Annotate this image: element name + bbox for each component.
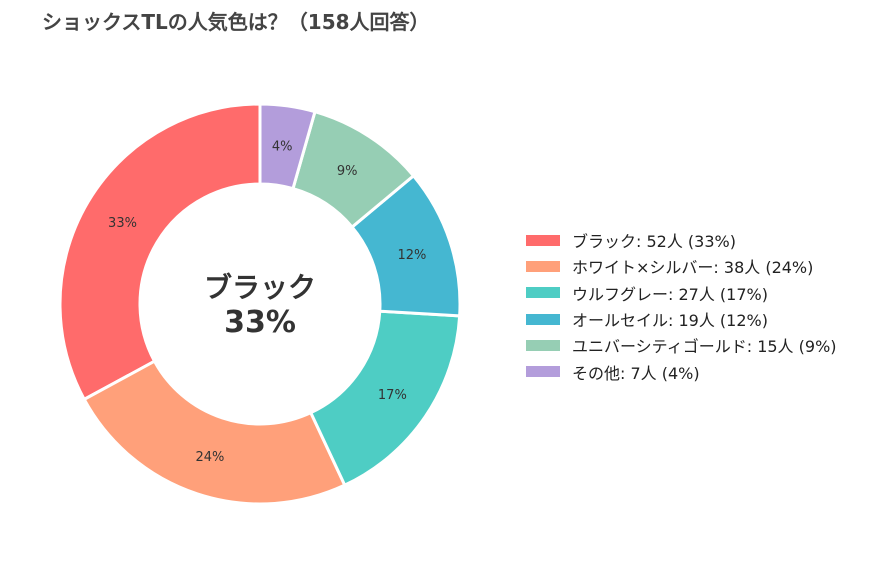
legend-swatch — [526, 313, 560, 325]
legend-label: その他: 7人 (4%) — [572, 363, 700, 383]
legend-label: ブラック: 52人 (33%) — [572, 232, 736, 252]
donut-slices — [58, 102, 462, 506]
legend: ブラック: 52人 (33%) ホワイト×シルバー: 38人 (24%) ウルフグレ… — [526, 227, 837, 385]
legend-item-2: ホワイト×シルバー: 38人 (24%) — [526, 253, 837, 279]
legend-label: オールセイル: 19人 (12%) — [572, 311, 768, 331]
slice-label-4: 12% — [398, 248, 427, 263]
donut-chart: 33% 24% 17% 12% 9% 4% ブラック 33% — [58, 102, 462, 506]
legend-swatch — [526, 366, 560, 378]
center-label-name: ブラック — [204, 271, 316, 304]
legend-item-1: ブラック: 52人 (33%) — [526, 227, 837, 253]
slice-label-1: 33% — [108, 216, 137, 231]
legend-item-4: オールセイル: 19人 (12%) — [526, 306, 837, 332]
legend-swatch — [526, 287, 560, 299]
center-label-percent: 33% — [224, 305, 296, 340]
slice-1 — [58, 102, 262, 402]
chart-title: ショックスTLの人気色は？（158人回答） — [42, 10, 430, 34]
slice-6 — [258, 102, 317, 191]
slice-label-6: 4% — [272, 140, 293, 155]
legend-label: ユニバーシティゴールド: 15人 (9%) — [572, 337, 837, 357]
legend-swatch — [526, 339, 560, 351]
legend-item-3: ウルフグレー: 27人 (17%) — [526, 280, 837, 306]
legend-label: ホワイト×シルバー: 38人 (24%) — [572, 258, 814, 278]
slice-label-3: 17% — [378, 388, 407, 403]
slice-2 — [82, 359, 347, 506]
slice-percent-labels: 33% 24% 17% 12% 9% 4% — [108, 140, 426, 465]
slice-label-2: 24% — [195, 450, 224, 465]
legend-item-6: その他: 7人 (4%) — [526, 358, 837, 384]
legend-label: ウルフグレー: 27人 (17%) — [572, 284, 768, 304]
slice-label-5: 9% — [337, 164, 358, 179]
legend-swatch — [526, 234, 560, 246]
legend-item-5: ユニバーシティゴールド: 15人 (9%) — [526, 332, 837, 358]
legend-swatch — [526, 260, 560, 272]
